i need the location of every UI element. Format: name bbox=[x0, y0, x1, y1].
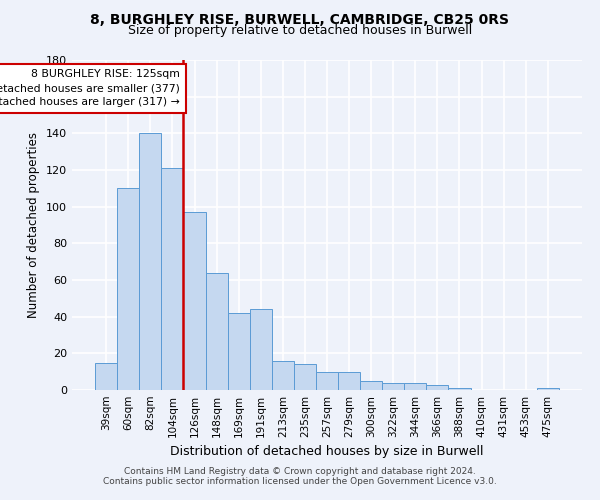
Bar bbox=[382, 382, 404, 390]
Bar bbox=[227, 313, 250, 390]
Bar bbox=[161, 168, 184, 390]
Bar bbox=[338, 372, 360, 390]
Bar bbox=[360, 381, 382, 390]
Bar bbox=[95, 362, 117, 390]
Bar bbox=[250, 310, 272, 390]
Text: Contains public sector information licensed under the Open Government Licence v3: Contains public sector information licen… bbox=[103, 477, 497, 486]
X-axis label: Distribution of detached houses by size in Burwell: Distribution of detached houses by size … bbox=[170, 446, 484, 458]
Text: Contains HM Land Registry data © Crown copyright and database right 2024.: Contains HM Land Registry data © Crown c… bbox=[124, 467, 476, 476]
Text: Size of property relative to detached houses in Burwell: Size of property relative to detached ho… bbox=[128, 24, 472, 37]
Bar bbox=[537, 388, 559, 390]
Bar bbox=[206, 272, 227, 390]
Bar bbox=[316, 372, 338, 390]
Text: 8 BURGHLEY RISE: 125sqm
← 54% of detached houses are smaller (377)
46% of semi-d: 8 BURGHLEY RISE: 125sqm ← 54% of detache… bbox=[0, 69, 180, 107]
Bar bbox=[272, 360, 294, 390]
Bar bbox=[139, 134, 161, 390]
Bar bbox=[184, 212, 206, 390]
Bar bbox=[294, 364, 316, 390]
Bar bbox=[448, 388, 470, 390]
Text: 8, BURGHLEY RISE, BURWELL, CAMBRIDGE, CB25 0RS: 8, BURGHLEY RISE, BURWELL, CAMBRIDGE, CB… bbox=[91, 12, 509, 26]
Bar bbox=[427, 384, 448, 390]
Y-axis label: Number of detached properties: Number of detached properties bbox=[28, 132, 40, 318]
Bar bbox=[404, 382, 427, 390]
Bar bbox=[117, 188, 139, 390]
